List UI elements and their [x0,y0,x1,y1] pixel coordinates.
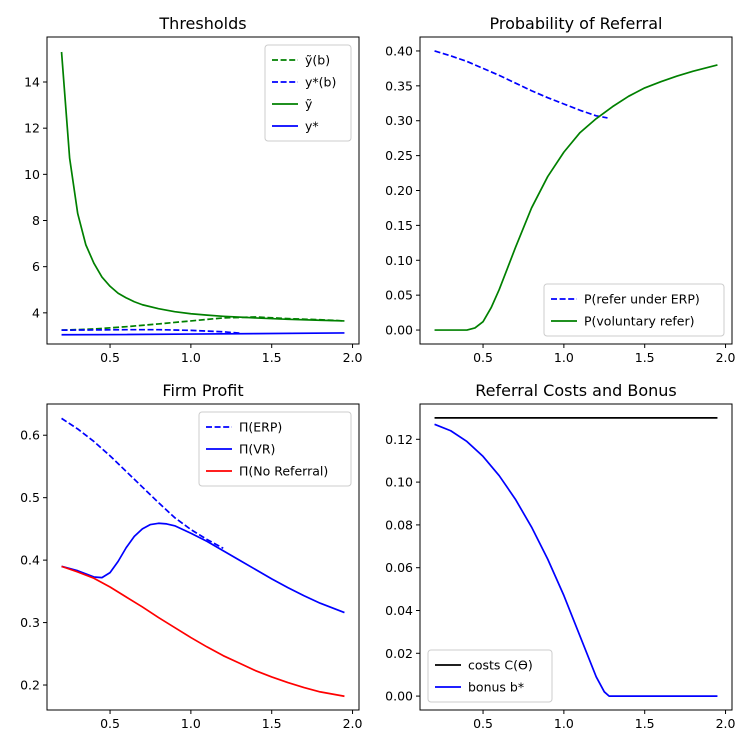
legend: Π(ERP) Π(VR) Π(No Referral) [198,411,352,487]
x-tick-label: 2.0 [716,350,736,365]
y-tick-label: 0.6 [20,428,40,443]
x-tick-label: 1.0 [181,716,201,731]
series-line [61,565,345,698]
legend-box [198,411,352,487]
x-tick-label: 1.5 [635,716,655,731]
legend-label: Π(VR) [239,442,275,457]
plot-area [434,417,718,697]
panel-title: Firm Profit [162,381,243,400]
x-tick-label: 1.5 [635,350,655,365]
axes-frame [46,403,360,711]
y-tick-label: 0.35 [385,78,413,93]
y-tick-label: 0.00 [385,323,413,338]
series-line [61,328,240,334]
legend: costs C(ϴ) bonus b* [427,649,553,703]
x-tick-label: 1.0 [554,716,574,731]
axes-frame [46,36,360,345]
x-tick-label: 1.5 [262,350,282,365]
plot-area [434,50,718,331]
y-tick-label: 0.5 [20,490,40,505]
legend-box [427,649,553,703]
legend-label: P(refer under ERP) [584,292,700,307]
series-line [61,522,345,614]
y-tick-label: 8 [32,213,40,228]
y-tick-label: 0.20 [385,183,413,198]
y-tick-label: 0.2 [20,678,40,693]
legend-label: costs C(ϴ) [468,658,533,673]
y-tick-label: 0.10 [385,475,413,490]
panel-title: Probability of Referral [489,14,662,33]
y-tick-label: 10 [24,167,40,182]
x-tick-label: 1.5 [262,716,282,731]
axes-frame [419,403,733,711]
legend-label: Π(ERP) [239,420,282,435]
y-tick-label: 0.08 [385,517,413,532]
y-tick-label: 0.3 [20,615,40,630]
legend-box [543,283,725,337]
y-tick-label: 4 [32,305,40,320]
y-tick-label: 6 [32,259,40,274]
legend: ỹ(b) y*(b) ỹ y* [264,44,352,142]
y-tick-label: 0.02 [385,646,413,661]
y-tick-label: 0.06 [385,560,413,575]
legend-label: y*(b) [305,75,336,90]
x-tick-label: 0.5 [473,716,493,731]
y-tick-label: 0.40 [385,43,413,58]
legend-label: Π(No Referral) [239,464,328,479]
panel-title: Referral Costs and Bonus [475,381,677,400]
y-tick-label: 0.12 [385,432,413,447]
chart-panel-2: Probability of Referral 0.5 1.0 1.5 2.0 0.00 0… [385,14,735,365]
y-tick-label: 0.25 [385,148,413,163]
x-tick-label: 2.0 [716,716,736,731]
x-tick-label: 2.0 [343,350,363,365]
plot-area [60,51,345,336]
legend: P(refer under ERP) P(voluntary refer) [543,283,725,337]
y-tick-label: 0.05 [385,288,413,303]
chart-panel-3: Firm Profit 0.5 1.0 1.5 2.0 0.2 0.3 0.4 0.5 0.6 Π(… [20,381,362,731]
legend-label: ỹ [305,97,313,112]
chart-panel-4: Referral Costs and Bonus 0.5 1.0 1.5 2.0 0.00… [385,381,735,731]
y-tick-label: 12 [24,121,40,136]
x-tick-label: 0.5 [473,350,493,365]
x-tick-label: 0.5 [100,716,120,731]
chart-panel-1: Thresholds 0.5 1.0 1.5 2.0 4 6 8 10 12 14 ỹ(b) y*(b)… [24,14,362,365]
legend-label: y* [305,119,319,134]
panel-title: Thresholds [158,14,246,33]
x-tick-label: 1.0 [554,350,574,365]
series-line [61,417,224,550]
plot-area [61,417,345,698]
legend-label: bonus b* [468,680,524,695]
y-tick-label: 0.30 [385,113,413,128]
series-line [60,51,345,322]
y-tick-label: 0.04 [385,603,413,618]
x-tick-label: 2.0 [343,716,363,731]
legend-label: P(voluntary refer) [584,314,695,329]
legend-box [264,44,352,142]
y-tick-label: 0.10 [385,253,413,268]
series-line [434,50,608,119]
series-line [61,332,345,336]
y-tick-label: 0.4 [20,553,40,568]
y-tick-label: 14 [24,75,40,90]
legend-label: ỹ(b) [305,53,330,68]
series-line [434,64,718,331]
x-tick-label: 0.5 [100,350,120,365]
series-line [434,423,718,697]
y-tick-label: 0.00 [385,689,413,704]
x-tick-label: 1.0 [181,350,201,365]
y-tick-label: 0.15 [385,218,413,233]
